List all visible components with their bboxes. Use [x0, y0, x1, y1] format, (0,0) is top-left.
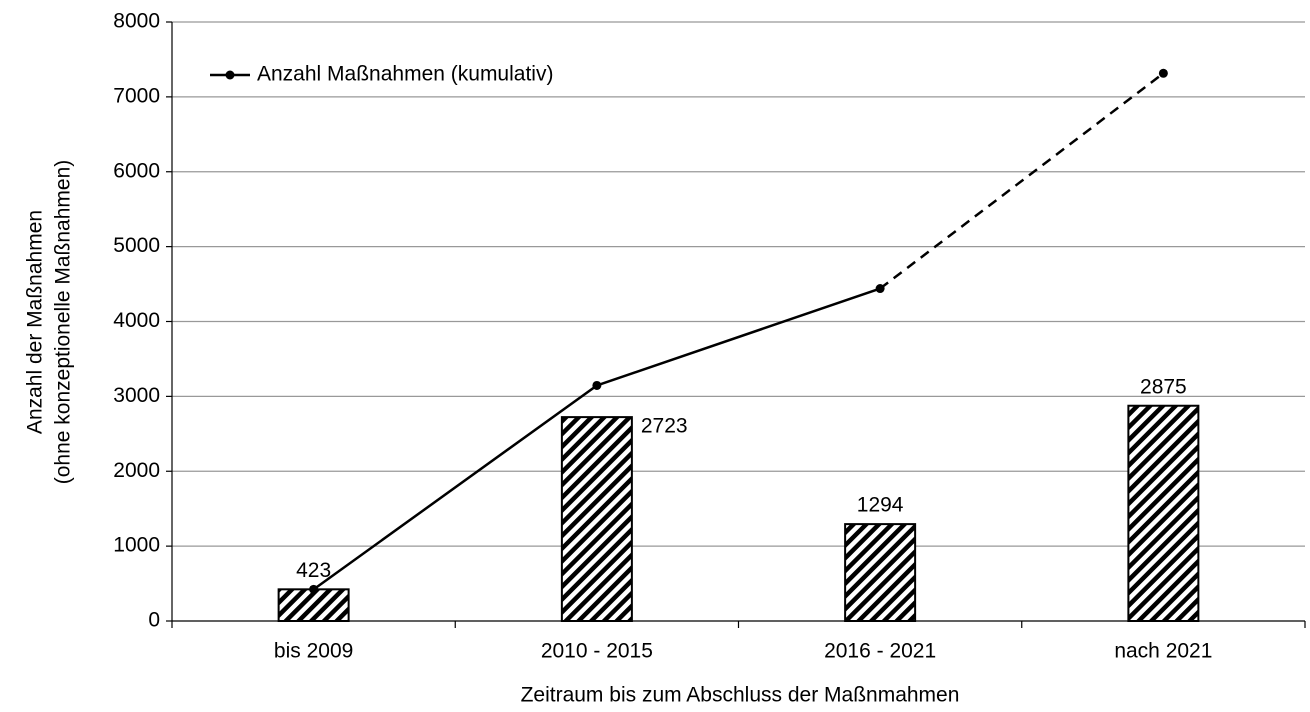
bar	[560, 416, 633, 623]
x-tick-label: bis 2009	[274, 640, 353, 663]
bar	[277, 588, 350, 623]
bar	[1127, 404, 1200, 622]
y-tick-label: 2000	[113, 459, 160, 482]
data-label: 2723	[641, 415, 688, 438]
y-tick-label: 4000	[113, 309, 160, 332]
y-tick-label: 6000	[113, 159, 160, 182]
x-tick-label: 2010 - 2015	[541, 640, 653, 663]
bar	[844, 523, 917, 623]
x-tick-label: nach 2021	[1114, 640, 1212, 663]
line-point	[875, 284, 885, 294]
line-point	[592, 380, 602, 390]
data-label: 2875	[1140, 375, 1187, 398]
y-tick-label: 7000	[113, 84, 160, 107]
y-tick-label: 5000	[113, 234, 160, 257]
data-label: 1294	[857, 494, 904, 517]
y-tick-label: 1000	[113, 534, 160, 557]
data-label: 423	[296, 559, 331, 582]
legend-label: Anzahl Maßnahmen (kumulativ)	[257, 63, 553, 86]
y-tick-label: 3000	[113, 384, 160, 407]
x-axis-label: Zeitraum bis zum Abschluss der Maßnmahme…	[521, 684, 960, 707]
legend-marker	[225, 70, 235, 80]
y-tick-label: 0	[148, 609, 160, 632]
line-series	[879, 72, 1165, 290]
line-point	[309, 584, 319, 594]
x-tick-label: 2016 - 2021	[824, 640, 936, 663]
line-point	[1158, 68, 1168, 78]
y-axis-label: (ohne konzeptionelle Maßnahmen)	[52, 160, 75, 485]
y-tick-label: 8000	[113, 10, 160, 33]
y-axis-label: Anzahl der Maßnahmen	[24, 210, 47, 434]
